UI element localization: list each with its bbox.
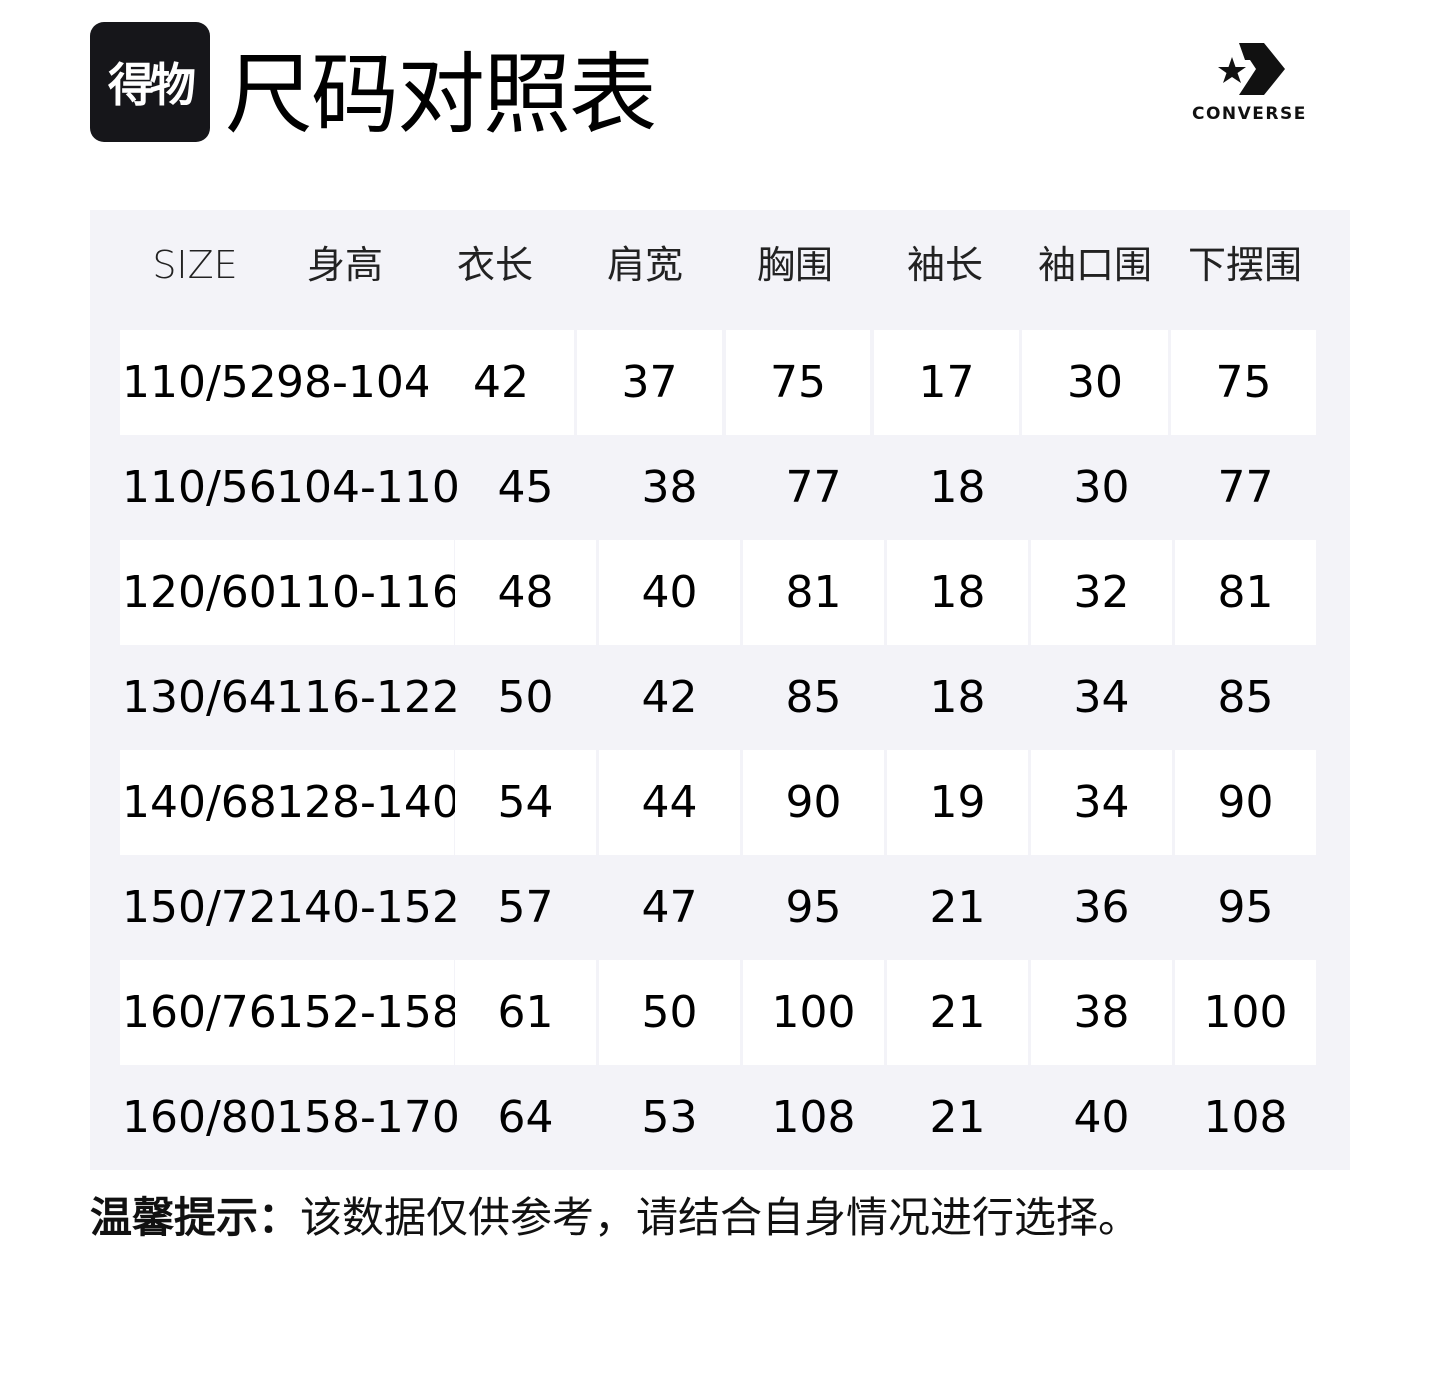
table-cell: 81 bbox=[1175, 540, 1316, 645]
table-cell: 130/64 bbox=[122, 672, 277, 723]
table-cell: 34 bbox=[1031, 750, 1172, 855]
table-cell: 21 bbox=[929, 1092, 986, 1143]
table-cell: 54 bbox=[455, 750, 596, 855]
column-header: 肩宽 bbox=[606, 243, 683, 287]
table-cell: 85 bbox=[1217, 672, 1274, 723]
column-header: 下摆围 bbox=[1187, 243, 1302, 287]
table-cell: 40 bbox=[599, 540, 740, 645]
table-cell: 75 bbox=[726, 330, 870, 435]
table-cell: 50 bbox=[599, 960, 740, 1065]
table-cell: 81 bbox=[743, 540, 884, 645]
table-cell: 77 bbox=[1217, 462, 1274, 513]
column-header: 身高 bbox=[306, 243, 383, 287]
table-cell: 48 bbox=[455, 540, 596, 645]
table-cell: 158-170 bbox=[276, 1092, 460, 1143]
table-cell: 110/52 bbox=[120, 330, 277, 435]
table-cell: 160/76 bbox=[120, 960, 277, 1065]
table-cell: 38 bbox=[1031, 960, 1172, 1065]
footer-label: 温馨提示： bbox=[90, 1193, 301, 1242]
table-cell: 77 bbox=[785, 462, 842, 513]
chevron-icon bbox=[1239, 43, 1285, 95]
table-cell: 17 bbox=[874, 330, 1019, 435]
star-icon bbox=[1218, 57, 1246, 83]
table-cell: 32 bbox=[1031, 540, 1172, 645]
column-header: 袖口围 bbox=[1037, 243, 1152, 287]
column-header: SIZE bbox=[152, 243, 238, 287]
table-cell: 19 bbox=[887, 750, 1028, 855]
table-cell: 61 bbox=[455, 960, 596, 1065]
table-cell: 45 bbox=[497, 462, 554, 513]
table-cell: 57 bbox=[497, 882, 554, 933]
table-cell: 90 bbox=[743, 750, 884, 855]
table-cell: 38 bbox=[641, 462, 698, 513]
converse-star-chevron-logo bbox=[1218, 43, 1285, 95]
table-cell: 18 bbox=[929, 672, 986, 723]
table-cell: 98-104 bbox=[274, 330, 432, 435]
table-cell: 108 bbox=[771, 1092, 856, 1143]
table-cell: 85 bbox=[785, 672, 842, 723]
table-cell: 128-140 bbox=[274, 750, 460, 855]
table-cell: 30 bbox=[1073, 462, 1130, 513]
table-cell: 44 bbox=[599, 750, 740, 855]
page-title: 尺码对照表 bbox=[225, 43, 657, 146]
table-cell: 150/72 bbox=[122, 882, 277, 933]
table-cell: 116-122 bbox=[276, 672, 460, 723]
footer-text: 该数据仅供参考，请结合自身情况进行选择。 bbox=[300, 1193, 1141, 1242]
table-cell: 40 bbox=[1073, 1092, 1130, 1143]
table-cell: 47 bbox=[641, 882, 698, 933]
table-cell: 18 bbox=[929, 462, 986, 513]
table-cell: 36 bbox=[1073, 882, 1130, 933]
table-cell: 21 bbox=[929, 882, 986, 933]
table-cell: 100 bbox=[1175, 960, 1316, 1065]
table-cell: 75 bbox=[1171, 330, 1316, 435]
table-cell: 152-158 bbox=[274, 960, 460, 1065]
table-cell: 110-116 bbox=[274, 540, 460, 645]
table-cell: 140/68 bbox=[120, 750, 277, 855]
dewu-logo-badge: 得物 bbox=[90, 22, 210, 142]
table-cell: 53 bbox=[641, 1092, 698, 1143]
table-cell: 64 bbox=[497, 1092, 554, 1143]
table-cell: 50 bbox=[497, 672, 554, 723]
table-cell: 90 bbox=[1175, 750, 1316, 855]
table-cell: 100 bbox=[743, 960, 884, 1065]
table-cell: 42 bbox=[641, 672, 698, 723]
table-cell: 34 bbox=[1073, 672, 1130, 723]
table-cell: 160/80 bbox=[122, 1092, 277, 1143]
converse-logo-text: CONVERSE bbox=[1192, 104, 1307, 124]
table-cell: 18 bbox=[887, 540, 1028, 645]
badge-text: 得物 bbox=[108, 58, 196, 112]
column-header: 衣长 bbox=[456, 243, 533, 287]
table-cell: 140-152 bbox=[276, 882, 460, 933]
table-cell: 37 bbox=[577, 330, 722, 435]
table-cell: 104-110 bbox=[276, 462, 460, 513]
column-header: 袖长 bbox=[906, 243, 983, 287]
table-cell: 95 bbox=[1217, 882, 1274, 933]
column-header: 胸围 bbox=[756, 243, 833, 287]
table-cell: 108 bbox=[1203, 1092, 1288, 1143]
table-cell: 95 bbox=[785, 882, 842, 933]
table-cell: 30 bbox=[1022, 330, 1168, 435]
table-cell: 120/60 bbox=[120, 540, 277, 645]
table-cell: 42 bbox=[428, 330, 574, 435]
footer-note: 温馨提示：该数据仅供参考，请结合自身情况进行选择。 bbox=[90, 1190, 1140, 1246]
table-cell: 21 bbox=[887, 960, 1028, 1065]
table-cell: 110/56 bbox=[122, 462, 277, 513]
